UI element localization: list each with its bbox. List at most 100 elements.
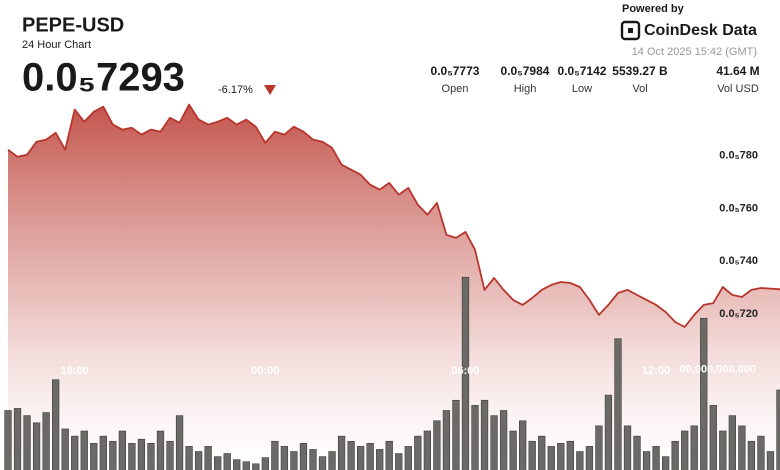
- volume-bar: [337, 435, 346, 470]
- volume-bar: [480, 399, 489, 470]
- volume-bar: [280, 446, 289, 470]
- volume-bar: [242, 461, 250, 470]
- volume-bar: [652, 446, 660, 470]
- powered-by: Powered by: [622, 3, 685, 15]
- volume-bar: [681, 430, 689, 470]
- volume-bar: [290, 451, 298, 470]
- y-tick-label: 0.0₅740: [719, 255, 758, 267]
- stat-label: Vol: [632, 83, 647, 95]
- volume-bar: [23, 415, 31, 470]
- volume-bar: [204, 446, 212, 470]
- volume-bar: [395, 453, 403, 470]
- volume-bar: [147, 442, 155, 470]
- volume-bar: [604, 394, 613, 470]
- volume-bar: [690, 425, 698, 470]
- current-price: 0.0₅7293: [22, 56, 185, 100]
- volume-bar: [357, 446, 365, 470]
- price-line: [7, 103, 780, 328]
- y-tick-label: 0.0₅760: [719, 202, 758, 214]
- chart-subtitle: 24 Hour Chart: [22, 39, 91, 51]
- stats: 0.0₅7773 Open 0.0₅7984 High 0.0₅7142 Low 5539.…: [431, 64, 760, 95]
- x-tick-label: 00:00: [251, 365, 279, 377]
- volume-bar: [271, 440, 279, 470]
- volume-bar: [452, 399, 460, 470]
- volume-bar: [4, 410, 12, 470]
- volume-bar: [175, 415, 184, 470]
- stat-value: 0.0₅7142: [558, 64, 607, 78]
- volume-bar: [128, 442, 136, 470]
- stat-value: 5539.27 B: [612, 64, 668, 78]
- volume-bar: [528, 440, 536, 470]
- volume-bar: [471, 405, 479, 470]
- x-tick-label: 12:00: [642, 365, 670, 377]
- volume-bar: [700, 317, 708, 470]
- volume-bar: [185, 446, 193, 470]
- price-change: -6.17%: [218, 84, 253, 96]
- volume-bar: [595, 425, 603, 470]
- volume-bar: [642, 451, 651, 470]
- volume-bar: [80, 430, 88, 470]
- volume-bar: [42, 412, 50, 470]
- volume-bar: [423, 430, 431, 470]
- volume-bar: [719, 430, 727, 470]
- volume-bar: [738, 425, 746, 470]
- volume-bar: [414, 435, 422, 470]
- volume-bar: [233, 459, 241, 470]
- price-area: [8, 104, 780, 470]
- volume-bar: [442, 410, 451, 470]
- stat-value: 41.64 M: [716, 64, 759, 78]
- volume-bar: [547, 446, 555, 470]
- volume-bar: [499, 410, 508, 470]
- volume-bar: [309, 449, 317, 470]
- volume-bar: [404, 446, 412, 470]
- timestamp: 14 Oct 2025 15:42 (GMT): [632, 46, 757, 58]
- volume-bar: [671, 440, 679, 470]
- stat-label: Vol USD: [717, 83, 759, 95]
- volume-bar: [366, 442, 374, 470]
- volume-bar: [261, 457, 269, 470]
- volume-bar: [766, 451, 775, 470]
- volume-bar: [519, 420, 527, 470]
- volume-bar: [194, 451, 203, 470]
- stat-label: Open: [442, 83, 469, 95]
- stat-value: 0.0₅7773: [431, 64, 480, 78]
- volume-bar: [61, 428, 69, 470]
- volume-bar: [576, 451, 584, 470]
- y-tick-label: 0.0₅780: [719, 150, 758, 162]
- stat-value: 0.0₅7984: [501, 64, 550, 78]
- volume-bar: [633, 435, 641, 470]
- volume-bar: [32, 422, 41, 470]
- down-arrow: [264, 85, 276, 95]
- volume-bar: [99, 435, 107, 470]
- volume-bar: [328, 451, 336, 470]
- volume-bar: [137, 438, 146, 470]
- volume-bar: [614, 338, 622, 470]
- volume-bar: [214, 456, 222, 470]
- volume-bar: [776, 389, 780, 470]
- volume-bar: [71, 435, 79, 470]
- volume-bar: [299, 442, 308, 470]
- volume-bar: [90, 442, 98, 470]
- volume-bar: [623, 425, 632, 470]
- chart-title: PEPE-USD: [22, 14, 124, 36]
- volume-bar: [557, 442, 565, 470]
- volume-bar: [52, 379, 60, 470]
- volume-bar: [661, 456, 670, 470]
- plot: 0.0₅720 0.0₅740 0.0₅760 0.0₅780 00,000,000,0…: [4, 103, 780, 470]
- volume-bar: [566, 440, 574, 470]
- brand-logo: [620, 20, 641, 41]
- volume-bar: [509, 430, 517, 470]
- volume-bar: [118, 430, 127, 470]
- volume-bar: [109, 440, 117, 470]
- volume-bar: [385, 440, 393, 470]
- volume-bar: [347, 440, 355, 470]
- volume-bar: [728, 415, 736, 470]
- volume-bar: [223, 453, 231, 470]
- volume-bar: [13, 408, 22, 470]
- volume-bar: [747, 440, 756, 470]
- volume-bar: [538, 435, 546, 470]
- volume-bar: [433, 420, 441, 470]
- volume-bar: [585, 446, 594, 470]
- stat-label: Low: [572, 83, 592, 95]
